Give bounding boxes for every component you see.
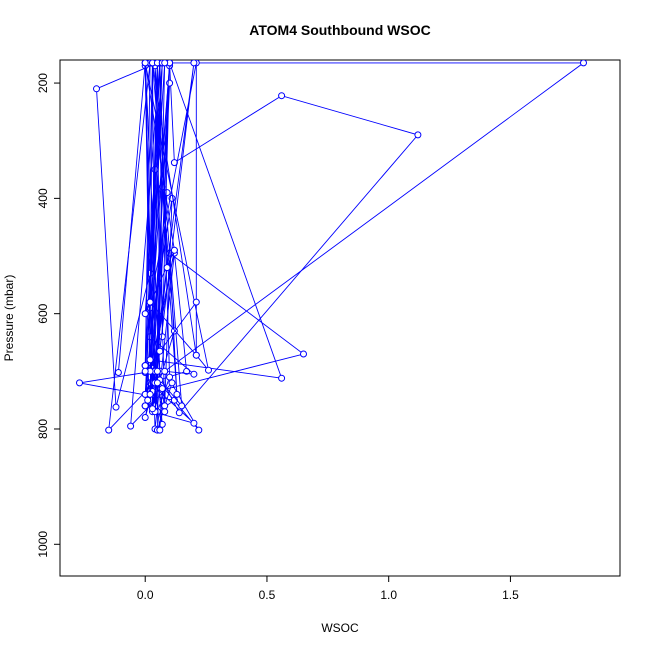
series-layer bbox=[76, 60, 587, 434]
data-point bbox=[149, 405, 156, 413]
data-point bbox=[161, 402, 169, 410]
data-point bbox=[166, 373, 174, 381]
data-point bbox=[146, 390, 154, 398]
data-point bbox=[153, 367, 161, 375]
data-point bbox=[163, 264, 171, 272]
y-tick-label: 400 bbox=[36, 188, 50, 208]
chart-title: ATOM4 Southbound WSOC bbox=[249, 22, 430, 38]
data-point bbox=[414, 131, 422, 139]
data-point bbox=[153, 379, 161, 387]
data-point bbox=[93, 85, 100, 93]
data-point bbox=[158, 333, 166, 341]
y-tick-label: 600 bbox=[36, 303, 50, 323]
x-axis: 0.0 0.5 1.0 1.5 bbox=[137, 575, 519, 602]
x-tick-label: 1.5 bbox=[502, 588, 519, 602]
data-point bbox=[178, 402, 186, 410]
y-axis-label: Pressure (mbar) bbox=[2, 275, 16, 362]
data-point bbox=[156, 426, 164, 434]
x-tick-label: 0.0 bbox=[137, 588, 154, 602]
data-point bbox=[195, 426, 203, 434]
data-point bbox=[168, 379, 176, 387]
data-point bbox=[161, 60, 169, 67]
data-point bbox=[173, 390, 181, 398]
data-point bbox=[141, 367, 149, 375]
y-tick-label: 800 bbox=[36, 419, 50, 439]
x-axis-label: WSOC bbox=[321, 621, 359, 635]
data-point bbox=[156, 347, 164, 355]
data-point bbox=[190, 60, 198, 67]
data-point bbox=[141, 402, 149, 410]
data-point bbox=[192, 351, 200, 359]
data-point bbox=[141, 362, 149, 370]
data-point bbox=[144, 396, 152, 404]
data-point bbox=[580, 60, 587, 67]
data-point bbox=[105, 426, 113, 434]
y-tick-label: 200 bbox=[36, 73, 50, 93]
data-point bbox=[300, 350, 307, 358]
data-point bbox=[141, 60, 149, 67]
data-point bbox=[146, 356, 154, 364]
data-point bbox=[112, 403, 120, 411]
data-point bbox=[192, 298, 200, 306]
data-point bbox=[158, 385, 166, 393]
data-point bbox=[141, 310, 149, 318]
data-point bbox=[205, 366, 212, 374]
x-tick-label: 0.5 bbox=[259, 588, 276, 602]
data-point bbox=[127, 422, 135, 430]
plot-frame bbox=[59, 59, 621, 577]
data-point bbox=[278, 374, 286, 382]
data-point bbox=[146, 298, 154, 306]
series-line-2 bbox=[117, 62, 585, 431]
y-axis: 200 400 600 800 1000 bbox=[36, 73, 61, 558]
data-point bbox=[175, 409, 183, 417]
data-point bbox=[141, 414, 149, 421]
data-point bbox=[166, 79, 174, 87]
data-point bbox=[170, 246, 178, 254]
series-line-3 bbox=[144, 62, 283, 409]
x-tick-label: 1.0 bbox=[380, 588, 397, 602]
data-point bbox=[161, 367, 169, 375]
y-tick-label: 1000 bbox=[36, 531, 50, 558]
data-point bbox=[278, 92, 286, 100]
data-point bbox=[114, 369, 122, 376]
series-line-1 bbox=[79, 62, 419, 432]
data-point bbox=[161, 408, 169, 416]
data-point bbox=[76, 379, 83, 387]
data-point bbox=[190, 419, 198, 427]
data-point bbox=[190, 370, 198, 378]
